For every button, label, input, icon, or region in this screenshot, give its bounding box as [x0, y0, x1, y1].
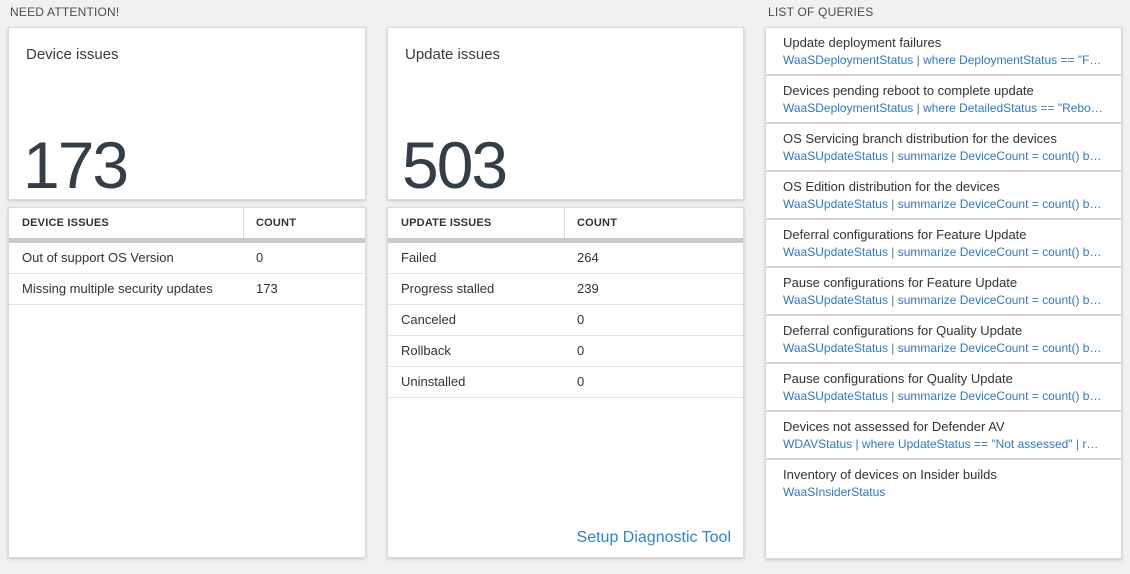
- column-header-device-issues: DEVICE ISSUES: [9, 208, 244, 238]
- table-row[interactable]: Uninstalled 0: [388, 367, 743, 398]
- list-of-queries-header: LIST OF QUERIES: [768, 5, 874, 19]
- column-header-count: COUNT: [577, 217, 618, 229]
- query-text: WDAVStatus | where UpdateStatus == "Not …: [783, 437, 1105, 451]
- issue-count: 264: [577, 250, 599, 265]
- issue-label: Progress stalled: [401, 281, 495, 296]
- query-text: WaaSDeploymentStatus | where DeploymentS…: [783, 53, 1105, 67]
- issue-count: 0: [577, 312, 585, 327]
- query-title: Pause configurations for Feature Update: [783, 275, 1018, 290]
- query-text: WaaSUpdateStatus | summarize DeviceCount…: [783, 197, 1105, 211]
- issue-label: Rollback: [401, 343, 451, 358]
- update-issues-count: 503: [402, 127, 508, 202]
- issue-count: 0: [577, 343, 585, 358]
- column-header-update-issues: UPDATE ISSUES: [388, 208, 565, 238]
- query-text: WaaSUpdateStatus | summarize DeviceCount…: [783, 245, 1105, 259]
- query-text: WaaSUpdateStatus | summarize DeviceCount…: [783, 293, 1105, 307]
- query-title: Update deployment failures: [783, 35, 942, 50]
- device-issues-table: DEVICE ISSUES COUNT Out of support OS Ve…: [8, 207, 366, 558]
- device-issues-tile[interactable]: Device issues 173: [8, 27, 366, 200]
- update-issues-tile[interactable]: Update issues 503: [387, 27, 744, 200]
- query-item[interactable]: Inventory of devices on Insider builds W…: [766, 460, 1121, 506]
- column-header-count: COUNT: [256, 217, 297, 229]
- query-title: Deferral configurations for Quality Upda…: [783, 323, 1023, 338]
- query-title: Devices not assessed for Defender AV: [783, 419, 1005, 434]
- query-title: Deferral configurations for Feature Upda…: [783, 227, 1027, 242]
- update-issues-title: Update issues: [405, 46, 501, 63]
- query-title: Devices pending reboot to complete updat…: [783, 83, 1034, 98]
- issue-label: Out of support OS Version: [22, 250, 174, 265]
- issue-count: 239: [577, 281, 599, 296]
- table-row[interactable]: Rollback 0: [388, 336, 743, 367]
- table-header-divider-bar: [9, 238, 365, 243]
- setup-diagnostic-tool-link[interactable]: Setup Diagnostic Tool: [576, 529, 731, 546]
- device-issues-table-header: DEVICE ISSUES COUNT: [9, 208, 365, 238]
- device-issues-count: 173: [23, 127, 129, 202]
- query-item[interactable]: Update deployment failures WaaSDeploymen…: [766, 28, 1121, 76]
- issue-count: 0: [256, 250, 264, 265]
- queries-panel: Update deployment failures WaaSDeploymen…: [765, 27, 1122, 559]
- query-item[interactable]: Pause configurations for Feature Update …: [766, 268, 1121, 316]
- need-attention-header: NEED ATTENTION!: [10, 5, 120, 19]
- update-issues-table-header: UPDATE ISSUES COUNT: [388, 208, 743, 238]
- query-title: OS Servicing branch distribution for the…: [783, 131, 1057, 146]
- device-issues-title: Device issues: [26, 46, 119, 63]
- table-row[interactable]: Out of support OS Version 0: [9, 243, 365, 274]
- query-item[interactable]: Pause configurations for Quality Update …: [766, 364, 1121, 412]
- query-item[interactable]: OS Servicing branch distribution for the…: [766, 124, 1121, 172]
- issue-count: 0: [577, 374, 585, 389]
- queries-column: LIST OF QUERIES Update deployment failur…: [765, 0, 1122, 574]
- issue-label: Failed: [401, 250, 437, 265]
- query-item[interactable]: Deferral configurations for Quality Upda…: [766, 316, 1121, 364]
- query-item[interactable]: OS Edition distribution for the devices …: [766, 172, 1121, 220]
- issue-label: Uninstalled: [401, 374, 466, 389]
- table-row[interactable]: Missing multiple security updates 173: [9, 274, 365, 305]
- query-item[interactable]: Devices pending reboot to complete updat…: [766, 76, 1121, 124]
- query-item[interactable]: Deferral configurations for Feature Upda…: [766, 220, 1121, 268]
- issue-label: Missing multiple security updates: [22, 281, 213, 296]
- query-text: WaaSUpdateStatus | summarize DeviceCount…: [783, 341, 1105, 355]
- query-text: WaaSUpdateStatus | summarize DeviceCount…: [783, 149, 1105, 163]
- update-issues-column: Update issues 503 UPDATE ISSUES COUNT Fa…: [387, 0, 744, 574]
- table-header-divider-bar: [388, 238, 743, 243]
- table-row[interactable]: Canceled 0: [388, 305, 743, 336]
- query-title: Pause configurations for Quality Update: [783, 371, 1013, 386]
- update-issues-table: UPDATE ISSUES COUNT Failed 264 Progress …: [387, 207, 744, 558]
- query-title: OS Edition distribution for the devices: [783, 179, 1000, 194]
- table-row[interactable]: Failed 264: [388, 243, 743, 274]
- query-item[interactable]: Devices not assessed for Defender AV WDA…: [766, 412, 1121, 460]
- issue-count: 173: [256, 281, 278, 296]
- query-text: WaaSInsiderStatus: [783, 485, 886, 499]
- query-text: WaaSUpdateStatus | summarize DeviceCount…: [783, 389, 1105, 403]
- device-issues-column: NEED ATTENTION! Device issues 173 DEVICE…: [8, 0, 366, 574]
- query-title: Inventory of devices on Insider builds: [783, 467, 997, 482]
- table-row[interactable]: Progress stalled 239: [388, 274, 743, 305]
- issue-label: Canceled: [401, 312, 456, 327]
- query-text: WaaSDeploymentStatus | where DetailedSta…: [783, 101, 1105, 115]
